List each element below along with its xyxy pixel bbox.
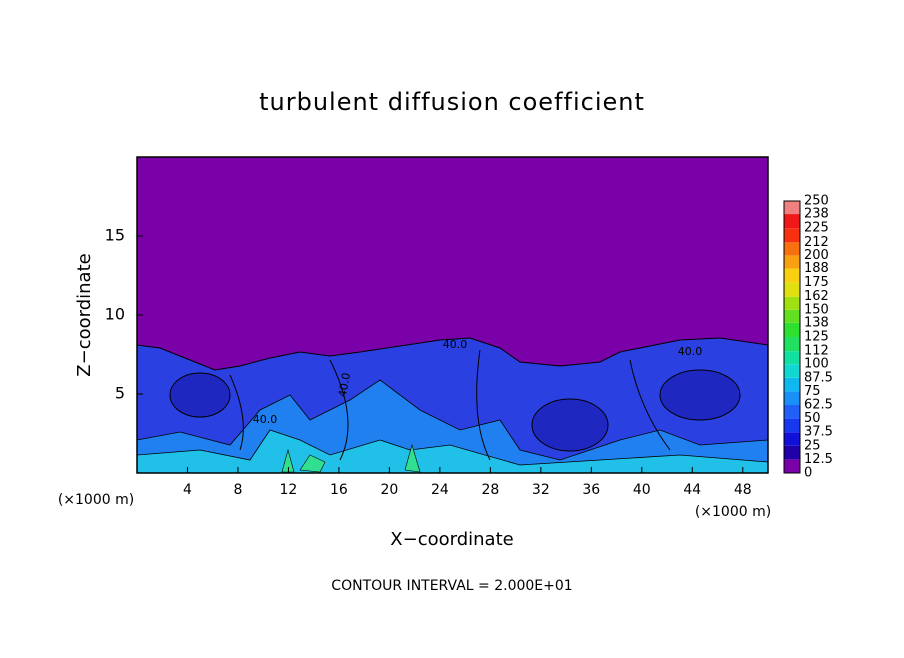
colorbar-label: 150 [804,302,829,317]
x-tick-label: 40 [633,482,651,498]
y-tick-label: 5 [115,384,125,403]
colorbar-label: 100 [804,357,829,372]
colorbar-label: 212 [804,235,829,250]
x-tick-label: 16 [330,482,348,498]
colorbar-cell [784,255,800,269]
field [136,157,769,474]
colorbar-cell [784,445,800,460]
colorbar-label: 200 [804,248,829,263]
y-axis-label: Z−coordinate [74,253,95,376]
contour-label: 40.0 [253,413,278,426]
low-region [169,372,231,418]
low-region [659,369,741,421]
colorbar-label: 0 [804,466,812,481]
colorbar-cell [784,418,800,433]
colorbar-cell [784,351,800,365]
colorbar-cell [784,296,800,310]
colorbar-cell [784,268,800,283]
colorbar-frame [783,200,801,474]
colorbar-cell [784,405,800,419]
x-tick-label: 24 [431,482,449,498]
x-tick-label: 20 [380,482,398,498]
x-tick-label: 48 [734,482,752,498]
colorbar-cell [784,459,800,473]
x-tick-label: 44 [683,482,701,498]
low-region [531,398,609,452]
colorbar-label: 175 [804,275,829,290]
contour-line [229,349,671,461]
colorbar-label: 75 [804,384,821,399]
x-unit-label: (×1000 m) [695,504,771,520]
colorbar-label: 125 [804,330,829,345]
colorbar-cell [784,228,800,243]
contour-label: 40.0 [336,372,353,398]
x-tick-label: 28 [481,482,499,498]
colorbar-label: 87.5 [804,370,833,385]
chart-title: turbulent diffusion coefficient [259,88,645,116]
colorbar-cell [784,391,800,405]
colorbar-label: 12.5 [804,452,833,467]
x-tick-label: 12 [280,482,298,498]
x-unit-label: (×1000 m) [58,492,134,508]
colorbar-cell [784,322,800,337]
x-tick-label: 36 [582,482,600,498]
contour-label: 40.0 [678,345,703,358]
colorbar-cell [784,214,800,229]
colorbar-label: 62.5 [804,398,833,413]
footer-note: CONTOUR INTERVAL = 2.000E+01 [331,578,572,594]
colorbar-label: 138 [804,315,829,330]
x-axis-label: X−coordinate [390,529,513,550]
colorbar-label: 50 [804,411,821,426]
colorbar-cell [784,364,800,378]
colorbar-label: 112 [804,344,829,359]
colorbar-cell [784,432,800,446]
x-tick-label: 32 [532,482,550,498]
colorbar-cell [784,377,800,392]
colorbar-label: 188 [804,261,829,276]
x-tick-label: 8 [233,482,242,498]
colorbar-label: 225 [804,221,829,236]
colorbar-label: 250 [804,194,829,209]
colorbar-cell [784,337,800,352]
contour-label: 40.0 [443,338,468,351]
colorbar-label: 25 [804,438,821,453]
colorbar-cell [784,201,800,215]
x-tick-label: 4 [183,482,192,498]
colorbar-cell [784,309,800,323]
colorbar-cell [784,242,800,256]
colorbar-cell [784,282,800,297]
y-tick-label: 15 [105,226,125,245]
colorbar-label: 37.5 [804,425,833,440]
colorbar-label: 162 [804,289,829,304]
y-tick-label: 10 [105,305,125,324]
colorbar-label: 238 [804,207,829,222]
